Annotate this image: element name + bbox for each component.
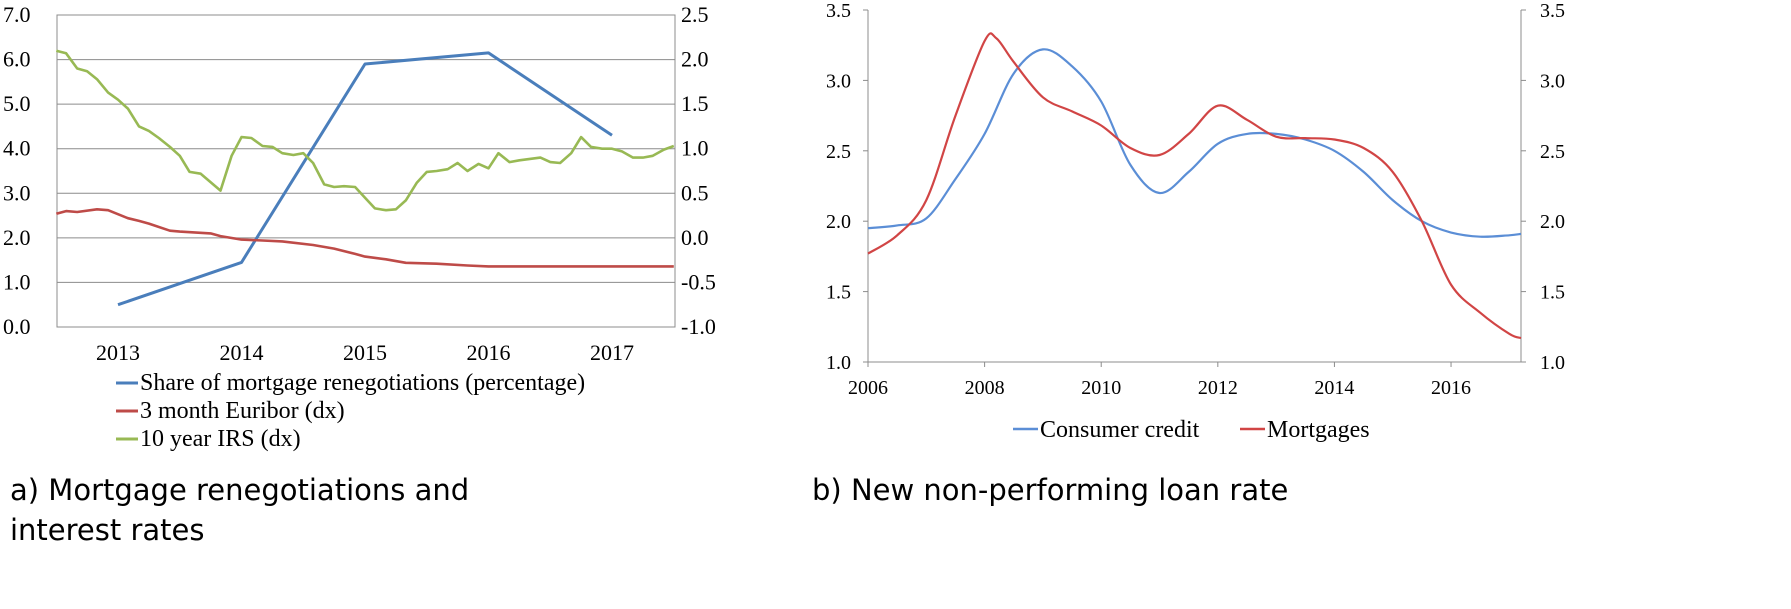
right-tick-label: 2.5 — [681, 2, 709, 27]
chart-a-series — [55, 49, 675, 307]
right-tick-label: -1.0 — [681, 314, 716, 339]
right-tick-label: 2.5 — [1540, 141, 1565, 163]
chart-a-left-axis-ticks: 0.0 1.0 2.0 3.0 4.0 5.0 6.0 7.0 — [3, 2, 31, 339]
left-tick-label: 7.0 — [3, 2, 31, 27]
left-tick-label: 4.0 — [3, 136, 31, 161]
right-tick-label: -0.5 — [681, 269, 716, 294]
x-tick-label: 2017 — [590, 340, 634, 365]
chart-b-legend: Consumer credit Mortgages — [1013, 417, 1370, 443]
chart-a-caption: a) Mortgage renegotiations and interest … — [10, 473, 470, 547]
x-tick-label: 2012 — [1198, 377, 1238, 399]
right-tick-label: 1.0 — [1540, 352, 1565, 374]
series-line-2 — [55, 49, 675, 212]
chart-b-left-axis-ticks: 1.0 1.5 2.0 2.5 3.0 3.5 — [826, 0, 868, 374]
chart-a-right-axis-ticks: -1.0 -0.5 0.0 0.5 1.0 1.5 2.0 2.5 — [681, 2, 716, 339]
right-tick-label: 1.5 — [1540, 282, 1565, 304]
left-tick-label: 1.0 — [3, 269, 31, 294]
left-tick-label: 3.0 — [826, 70, 851, 92]
right-tick-label: 0.0 — [681, 225, 709, 250]
right-tick-label: 2.0 — [1540, 211, 1565, 233]
right-tick-label: 2.0 — [681, 47, 709, 72]
x-tick-label: 2013 — [96, 340, 140, 365]
right-tick-label: 1.0 — [681, 136, 709, 161]
left-tick-label: 3.5 — [826, 0, 851, 22]
right-tick-label: 3.5 — [1540, 0, 1565, 22]
x-tick-label: 2016 — [1431, 377, 1471, 399]
right-tick-label: 0.5 — [681, 180, 709, 205]
chart-a-x-axis-ticks: 2013 2014 2015 2016 2017 — [96, 340, 634, 365]
legend-label-0: Consumer credit — [1040, 417, 1200, 443]
series-line-1 — [867, 32, 1522, 340]
x-tick-label: 2014 — [220, 340, 264, 365]
left-tick-label: 6.0 — [3, 47, 31, 72]
legend-label-0: Share of mortgage renegotiations (percen… — [140, 370, 585, 396]
left-tick-label: 2.5 — [826, 141, 851, 163]
x-tick-label: 2016 — [467, 340, 511, 365]
series-line-0 — [867, 48, 1522, 238]
chart-b-right-axis-ticks: 1.0 1.5 2.0 2.5 3.0 3.5 — [1521, 0, 1565, 374]
x-tick-label: 2014 — [1314, 377, 1354, 399]
series-line-0 — [117, 51, 613, 307]
chart-a-legend: Share of mortgage renegotiations (percen… — [116, 370, 585, 452]
chart-b-series — [867, 32, 1522, 340]
x-tick-label: 2006 — [848, 377, 888, 399]
left-tick-label: 3.0 — [3, 180, 31, 205]
left-tick-label: 5.0 — [3, 91, 31, 116]
right-tick-label: 1.5 — [681, 91, 709, 116]
legend-label-1: Mortgages — [1267, 417, 1370, 443]
left-tick-label: 2.0 — [3, 225, 31, 250]
series-line-1 — [55, 208, 674, 268]
x-tick-label: 2008 — [965, 377, 1005, 399]
chart-b-caption: b) New non-performing loan rate — [812, 473, 1289, 507]
x-tick-label: 2010 — [1081, 377, 1121, 399]
legend-label-1: 3 month Euribor (dx) — [140, 398, 345, 424]
chart-a-gridlines — [57, 59, 675, 283]
right-tick-label: 3.0 — [1540, 70, 1565, 92]
chart-a: 0.0 1.0 2.0 3.0 4.0 5.0 6.0 7.0 -1.0 -0.5 0.0 0.5 1… — [3, 2, 716, 452]
left-tick-label: 0.0 — [3, 314, 31, 339]
left-tick-label: 1.0 — [826, 352, 851, 374]
legend-label-2: 10 year IRS (dx) — [140, 426, 301, 452]
chart-a-plot-area — [56, 14, 676, 328]
left-tick-label: 1.5 — [826, 282, 851, 304]
x-tick-label: 2015 — [343, 340, 387, 365]
chart-b-x-axis-ticks: 2006 2008 2010 2012 2014 2016 — [848, 362, 1471, 399]
chart-b: 1.0 1.5 2.0 2.5 3.0 3.5 1.0 1.5 2.0 2.5 3.0 3.5 20… — [826, 0, 1565, 443]
left-tick-label: 2.0 — [826, 211, 851, 233]
